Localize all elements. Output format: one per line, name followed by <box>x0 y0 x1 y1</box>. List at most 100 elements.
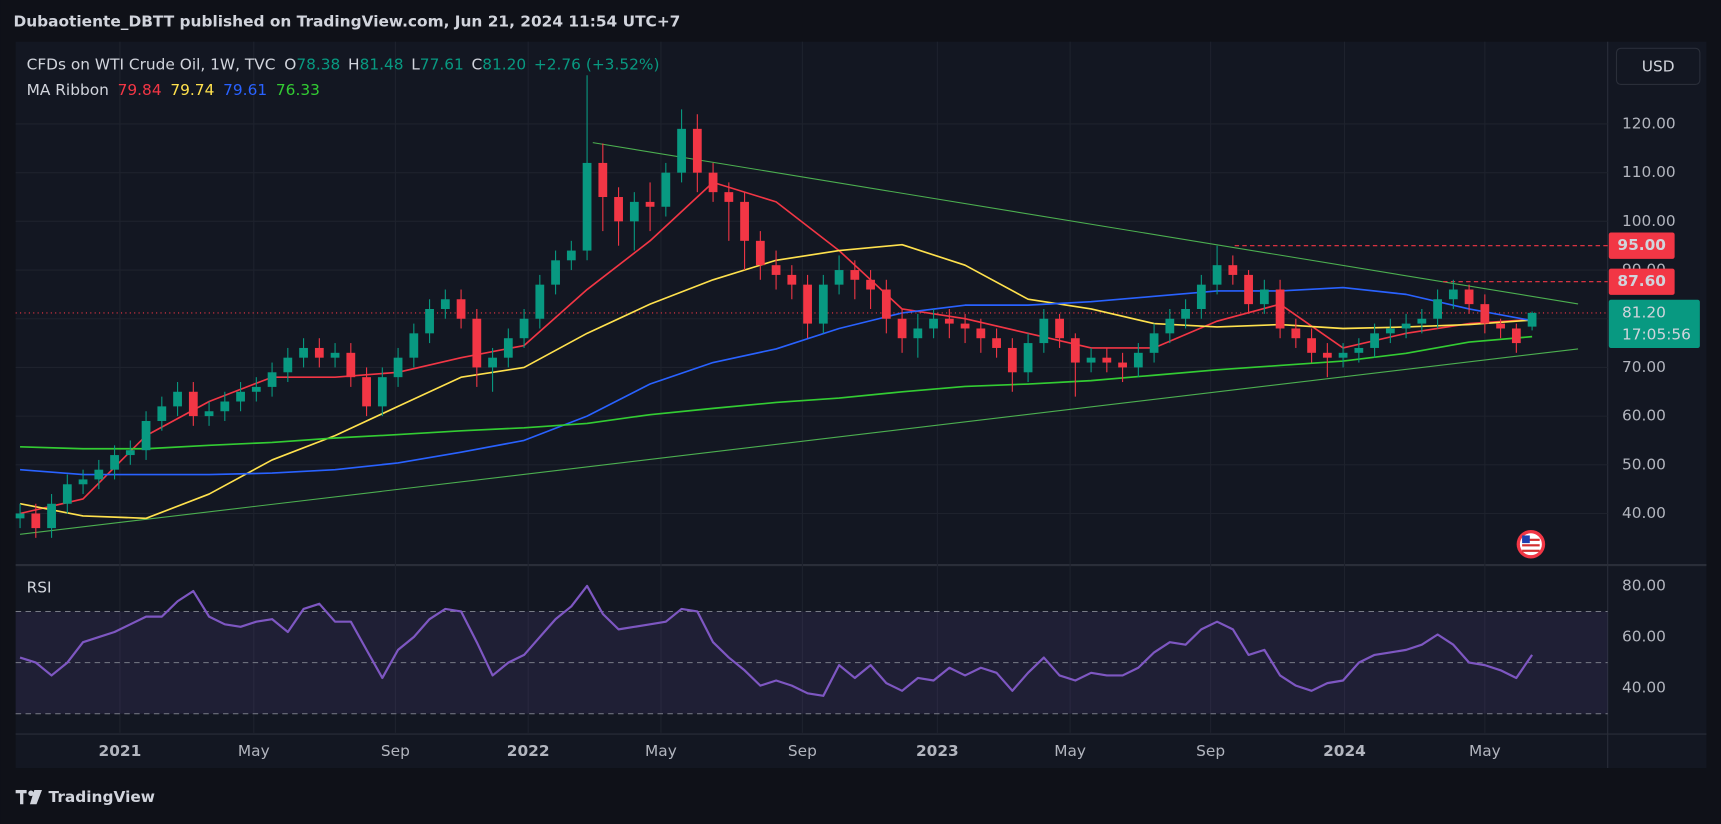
publisher-header: Dubaotiente_DBTT published on TradingVie… <box>13 12 680 30</box>
ma-value: 76.33 <box>276 80 320 98</box>
candle-body <box>1322 352 1332 358</box>
candle-body <box>188 391 198 417</box>
flag-stripe <box>1522 544 1540 547</box>
candle-body <box>94 469 104 480</box>
flag-stripe <box>1522 538 1540 541</box>
ohlc-value: 77.61 <box>420 55 464 73</box>
ma-legend: MA Ribbon 79.84 79.74 79.61 76.33 <box>27 80 320 98</box>
candle-body <box>803 284 812 324</box>
candle-body <box>1055 318 1064 339</box>
candle-body <box>362 377 371 407</box>
candle-body <box>393 357 403 378</box>
ma-value: 79.74 <box>170 80 214 98</box>
candle-body <box>740 201 749 241</box>
candle-body <box>1338 352 1348 358</box>
candle-body <box>1070 338 1080 363</box>
candles <box>15 75 1537 538</box>
candle-body <box>1527 312 1537 327</box>
candle-body <box>692 128 702 173</box>
candle-body <box>157 406 167 421</box>
candle-body <box>503 338 513 358</box>
trendline-upper <box>592 142 1579 305</box>
candle-body <box>141 420 151 451</box>
ohlc-value: 78.38 <box>296 55 340 73</box>
x-tick-label: May <box>645 742 677 760</box>
candle-body <box>236 391 245 402</box>
candle-body <box>1086 357 1096 363</box>
countdown-label: 17:05:56 <box>1622 325 1691 343</box>
candle-body <box>1354 347 1364 353</box>
level-lines <box>15 245 1608 314</box>
candle-body <box>1496 323 1505 329</box>
candle-body <box>1259 289 1269 305</box>
candle-body <box>299 347 308 358</box>
candle-body <box>944 318 954 324</box>
candle-body <box>47 503 56 529</box>
candle-body <box>566 250 576 261</box>
ohlc-legend: CFDs on WTI Crude Oil, 1W, TVC O78.38 H81.… <box>27 55 660 73</box>
candle-body <box>1023 343 1033 373</box>
candle-body <box>1196 284 1206 309</box>
ma-value: 79.84 <box>118 80 162 98</box>
y-tick-label: 120.00 <box>1622 114 1676 132</box>
candle-body <box>1511 328 1521 344</box>
candle-body <box>771 265 781 275</box>
change: +2.76 (+3.52%) <box>534 55 660 73</box>
candle-body <box>330 352 340 358</box>
symbol: CFDs on WTI Crude Oil, 1W, TVC <box>27 55 276 73</box>
y-tick-label: 40.00 <box>1622 504 1666 522</box>
candle-body <box>15 513 25 519</box>
ohlc-key: C <box>471 55 482 73</box>
candle-body <box>1307 338 1316 353</box>
candle-body <box>314 347 324 358</box>
candle-body <box>818 284 828 324</box>
candle-body <box>551 260 560 285</box>
candle-body <box>850 270 860 280</box>
ohlc-key: O <box>284 55 296 73</box>
current-price-box <box>1608 299 1700 349</box>
currency-label[interactable]: USD <box>1642 57 1675 75</box>
candle-body <box>1385 328 1395 334</box>
logo-part <box>28 790 34 797</box>
ohlc-value: 81.48 <box>360 55 404 73</box>
candle-body <box>62 484 72 504</box>
currency-button[interactable] <box>1615 47 1701 86</box>
candle-body <box>1244 274 1253 305</box>
y-tick-label: 60.00 <box>1622 407 1666 425</box>
candle-body <box>755 240 765 266</box>
candle-body <box>724 192 734 202</box>
candle-body <box>440 299 450 309</box>
candle-body <box>834 270 844 285</box>
price-level-label: 95.00 <box>1617 236 1666 254</box>
y-tick-label: 50.00 <box>1622 455 1666 473</box>
candle-body <box>31 513 41 529</box>
x-tick-label: May <box>1469 742 1501 760</box>
candle-body <box>1118 362 1127 368</box>
line-series <box>19 584 1534 697</box>
candle-body <box>1401 323 1411 329</box>
ohlc-key: L <box>411 55 420 73</box>
rsi-tick-label: 40.00 <box>1622 679 1666 697</box>
candle-body <box>1039 318 1049 344</box>
candle-body <box>677 128 686 173</box>
candle-body <box>1212 265 1222 285</box>
x-tick-label: Sep <box>788 742 817 760</box>
candle-body <box>78 479 88 485</box>
candle-body <box>1165 318 1175 334</box>
candle-body <box>708 172 718 193</box>
candle-body <box>409 333 419 358</box>
brand-logo <box>15 789 42 805</box>
ohlc-value: 81.20 <box>482 55 526 73</box>
candle-body <box>881 289 891 319</box>
candle-body <box>787 274 797 285</box>
y-tick-label: 110.00 <box>1622 163 1676 181</box>
rsi-tick-label: 80.00 <box>1622 576 1666 594</box>
flag-canton <box>1522 535 1530 544</box>
brand-name: TradingView <box>49 788 155 806</box>
candle-body <box>1007 347 1017 373</box>
logo-part <box>29 789 42 805</box>
candle-body <box>976 328 986 339</box>
flag-stripe <box>1522 549 1540 552</box>
y-tick-label: 70.00 <box>1622 358 1666 376</box>
candle-body <box>897 318 907 339</box>
